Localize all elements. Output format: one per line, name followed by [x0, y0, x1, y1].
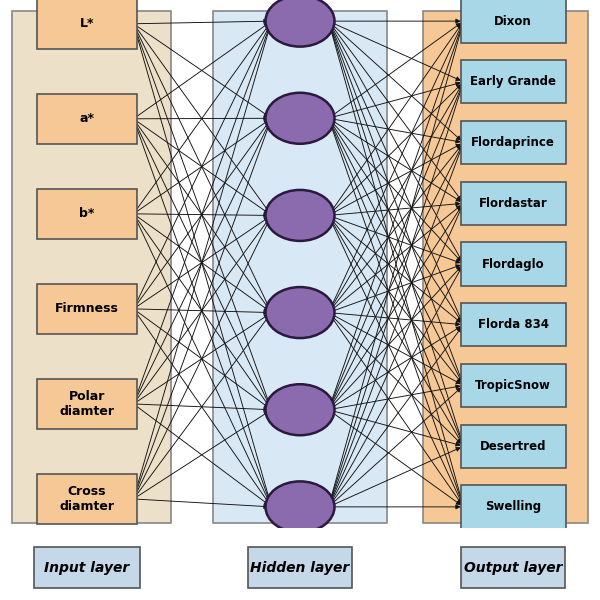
- Text: b*: b*: [79, 208, 95, 220]
- FancyBboxPatch shape: [461, 547, 565, 588]
- Text: Flordaprince: Flordaprince: [471, 136, 555, 149]
- Text: Flordaglo: Flordaglo: [482, 257, 544, 271]
- Text: Hidden layer: Hidden layer: [250, 560, 350, 575]
- Ellipse shape: [265, 481, 335, 532]
- Ellipse shape: [265, 287, 335, 338]
- FancyBboxPatch shape: [461, 121, 566, 164]
- FancyBboxPatch shape: [12, 11, 171, 523]
- FancyBboxPatch shape: [34, 547, 139, 588]
- FancyBboxPatch shape: [37, 0, 137, 49]
- Text: Cross
diamter: Cross diamter: [59, 485, 115, 513]
- Text: Input layer: Input layer: [44, 560, 130, 575]
- FancyBboxPatch shape: [37, 379, 137, 429]
- FancyBboxPatch shape: [461, 0, 566, 43]
- Ellipse shape: [265, 93, 335, 144]
- FancyBboxPatch shape: [461, 303, 566, 346]
- Text: Polar
diamter: Polar diamter: [59, 390, 115, 418]
- Text: Swelling: Swelling: [485, 500, 541, 514]
- Ellipse shape: [265, 0, 335, 47]
- Text: Early Grande: Early Grande: [470, 76, 556, 88]
- Text: Output layer: Output layer: [464, 560, 562, 575]
- FancyBboxPatch shape: [461, 242, 566, 286]
- Ellipse shape: [265, 384, 335, 435]
- FancyBboxPatch shape: [461, 485, 566, 529]
- FancyBboxPatch shape: [37, 284, 137, 334]
- FancyBboxPatch shape: [37, 94, 137, 144]
- Text: Florda 834: Florda 834: [478, 318, 548, 331]
- FancyBboxPatch shape: [461, 425, 566, 468]
- FancyBboxPatch shape: [423, 11, 588, 523]
- Ellipse shape: [265, 190, 335, 241]
- Text: Firmness: Firmness: [55, 302, 119, 316]
- FancyBboxPatch shape: [37, 474, 137, 524]
- FancyBboxPatch shape: [461, 60, 566, 103]
- FancyBboxPatch shape: [213, 11, 387, 523]
- FancyBboxPatch shape: [461, 182, 566, 225]
- FancyBboxPatch shape: [248, 547, 352, 588]
- FancyBboxPatch shape: [37, 189, 137, 239]
- Text: a*: a*: [79, 112, 95, 125]
- Text: L*: L*: [80, 17, 94, 30]
- Text: Desertred: Desertred: [480, 440, 546, 452]
- FancyBboxPatch shape: [461, 364, 566, 407]
- Text: Dixon: Dixon: [494, 14, 532, 28]
- Text: Flordastar: Flordastar: [479, 197, 547, 210]
- Text: TropicSnow: TropicSnow: [475, 379, 551, 392]
